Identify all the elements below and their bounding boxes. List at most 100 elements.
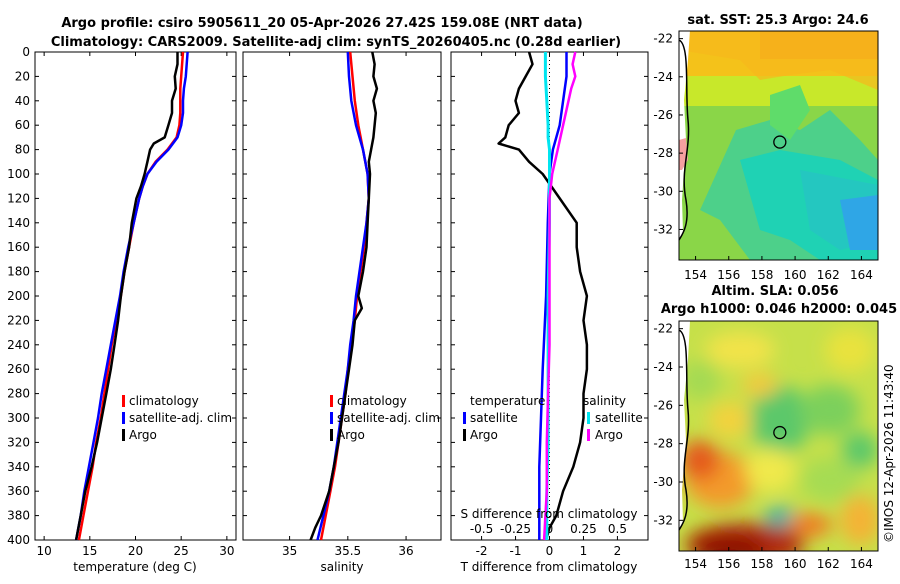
y-tick-label: 260 [7,362,30,376]
map-x-tick-label: 156 [717,557,740,571]
temperature-xlabel: temperature (deg C) [73,560,196,574]
axis-ticks: 0204060801001201401601802002202402602803… [7,45,648,558]
sla-map-title-line1: Altim. SLA: 0.056 [712,284,839,299]
legend-label-climatology: climatology [337,394,407,408]
y-tick-label: 80 [15,143,30,157]
x-tick-label: 10 [36,544,51,558]
x-tick-label-salinity: 0.25 [570,522,597,536]
legend-label-argo: Argo [129,428,157,442]
series-line-argo [309,51,379,541]
x-tick-label: 1 [580,544,588,558]
y-tick-label: 380 [7,509,30,523]
legend-swatch-satellite [122,412,125,424]
y-tick-label: 280 [7,387,30,401]
y-tick-label: 120 [7,191,30,205]
sla-map-image [679,321,878,551]
map-y-tick-label: -28 [653,437,673,451]
legend-label-t-satellite: satellite [470,411,518,425]
map-x-tick-label: 162 [817,268,840,282]
map-x-tick-label: 158 [750,557,773,571]
x-tick-label: 25 [174,544,189,558]
y-tick-label: 320 [7,435,30,449]
x-tick-label-salinity: 0.5 [608,522,627,536]
y-tick-label: 180 [7,265,30,279]
salinity-legend: climatology satellite-adj. clim Argo [330,394,440,442]
difference-xlabel: T difference from climatology [460,560,638,574]
map-x-tick-label: 162 [817,557,840,571]
y-tick-label: 200 [7,289,30,303]
x-tick-label: -1 [510,544,522,558]
difference-legend: temperature satellite Argo salinity sate… [463,394,643,442]
map-y-tick-label: -26 [653,398,673,412]
sst-argo-marker [773,135,787,149]
y-tick-label: 100 [7,167,30,181]
salinity-axes [242,51,442,541]
salinity-xlabel: salinity [320,560,363,574]
y-tick-label: 400 [7,533,30,547]
legend-swatch-t-argo [463,429,466,441]
y-tick-label: 340 [7,460,30,474]
sla-coastline [678,329,690,531]
y-tick-label: 20 [15,69,30,83]
x-tick-label: 35 [282,544,297,558]
series-line-climatology [319,51,371,541]
x-tick-label-salinity: -0.5 [470,522,493,536]
map-y-tick-label: -26 [653,108,673,122]
legend-label-argo: Argo [337,428,365,442]
imos-watermark: ©IMOS 12-Apr-2026 11:43:40 [882,364,896,543]
legend-label-satellite: satellite-adj. clim [337,411,440,425]
series-line-satellite-adj-clim [316,51,371,541]
map-x-tick-label: 164 [850,268,873,282]
series-line-s-argo [542,51,577,541]
legend-swatch-s-satellite [587,412,590,424]
x-tick-label: 30 [219,544,234,558]
legend-swatch-t-satellite [463,412,466,424]
map-y-tick-label: -28 [653,146,673,160]
y-tick-label: 140 [7,216,30,230]
series-line-t-argo [497,51,589,541]
y-tick-label: 240 [7,338,30,352]
y-tick-label: 160 [7,240,30,254]
map-x-tick-label: 160 [784,268,807,282]
map-y-tick-label: -24 [653,360,673,374]
legend-label-climatology: climatology [129,394,199,408]
map-y-tick-label: -22 [653,322,673,336]
x-tick-label: 35.5 [334,544,361,558]
map-x-tick-label: 158 [750,268,773,282]
map-y-tick-label: -32 [653,222,673,236]
series-line-satellite-adj-clim [74,51,189,541]
legend-title-temperature: temperature [470,394,545,408]
legend-swatch-climatology [122,395,125,407]
map-x-tick-label: 164 [850,557,873,571]
sst-map-frame [678,30,879,261]
x-tick-label: 20 [128,544,143,558]
map-x-tick-label: 156 [717,268,740,282]
map-ticks: 154 156 158 160 162 164 -22 -24 -26 -28 -30 -32 154 1… [653,32,872,571]
x-tick-label-salinity: -0.25 [500,522,531,536]
legend-label-s-argo: Argo [595,428,623,442]
legend-label-satellite: satellite-adj. clim [129,411,232,425]
sst-map-title: sat. SST: 25.3 Argo: 24.6 [687,13,868,28]
map-x-tick-label: 160 [784,557,807,571]
y-tick-label: 220 [7,313,30,327]
y-tick-label: 360 [7,484,30,498]
x-tick-label: 0 [546,544,554,558]
x-tick-label: 36 [398,544,413,558]
figure-title-line2: Climatology: CARS2009. Satellite-adj cli… [51,35,621,50]
legend-title-salinity: salinity [583,394,626,408]
legend-swatch-argo [122,429,125,441]
legend-swatch-s-argo [587,429,590,441]
legend-swatch-argo [330,429,333,441]
sla-map-frame [678,320,879,552]
sst-map-image [679,31,878,260]
map-y-tick-label: -30 [653,475,673,489]
figure-title-line1: Argo profile: csiro 5905611_20 05-Apr-20… [61,16,582,31]
sla-map-title-line2: Argo h1000: 0.046 h2000: 0.045 [661,302,897,317]
x-tick-label: 15 [82,544,97,558]
map-y-tick-label: -30 [653,184,673,198]
map-x-tick-label: 154 [684,268,707,282]
temperature-axes [34,51,237,541]
y-tick-label: 300 [7,411,30,425]
legend-label-s-satellite: satellite [595,411,643,425]
